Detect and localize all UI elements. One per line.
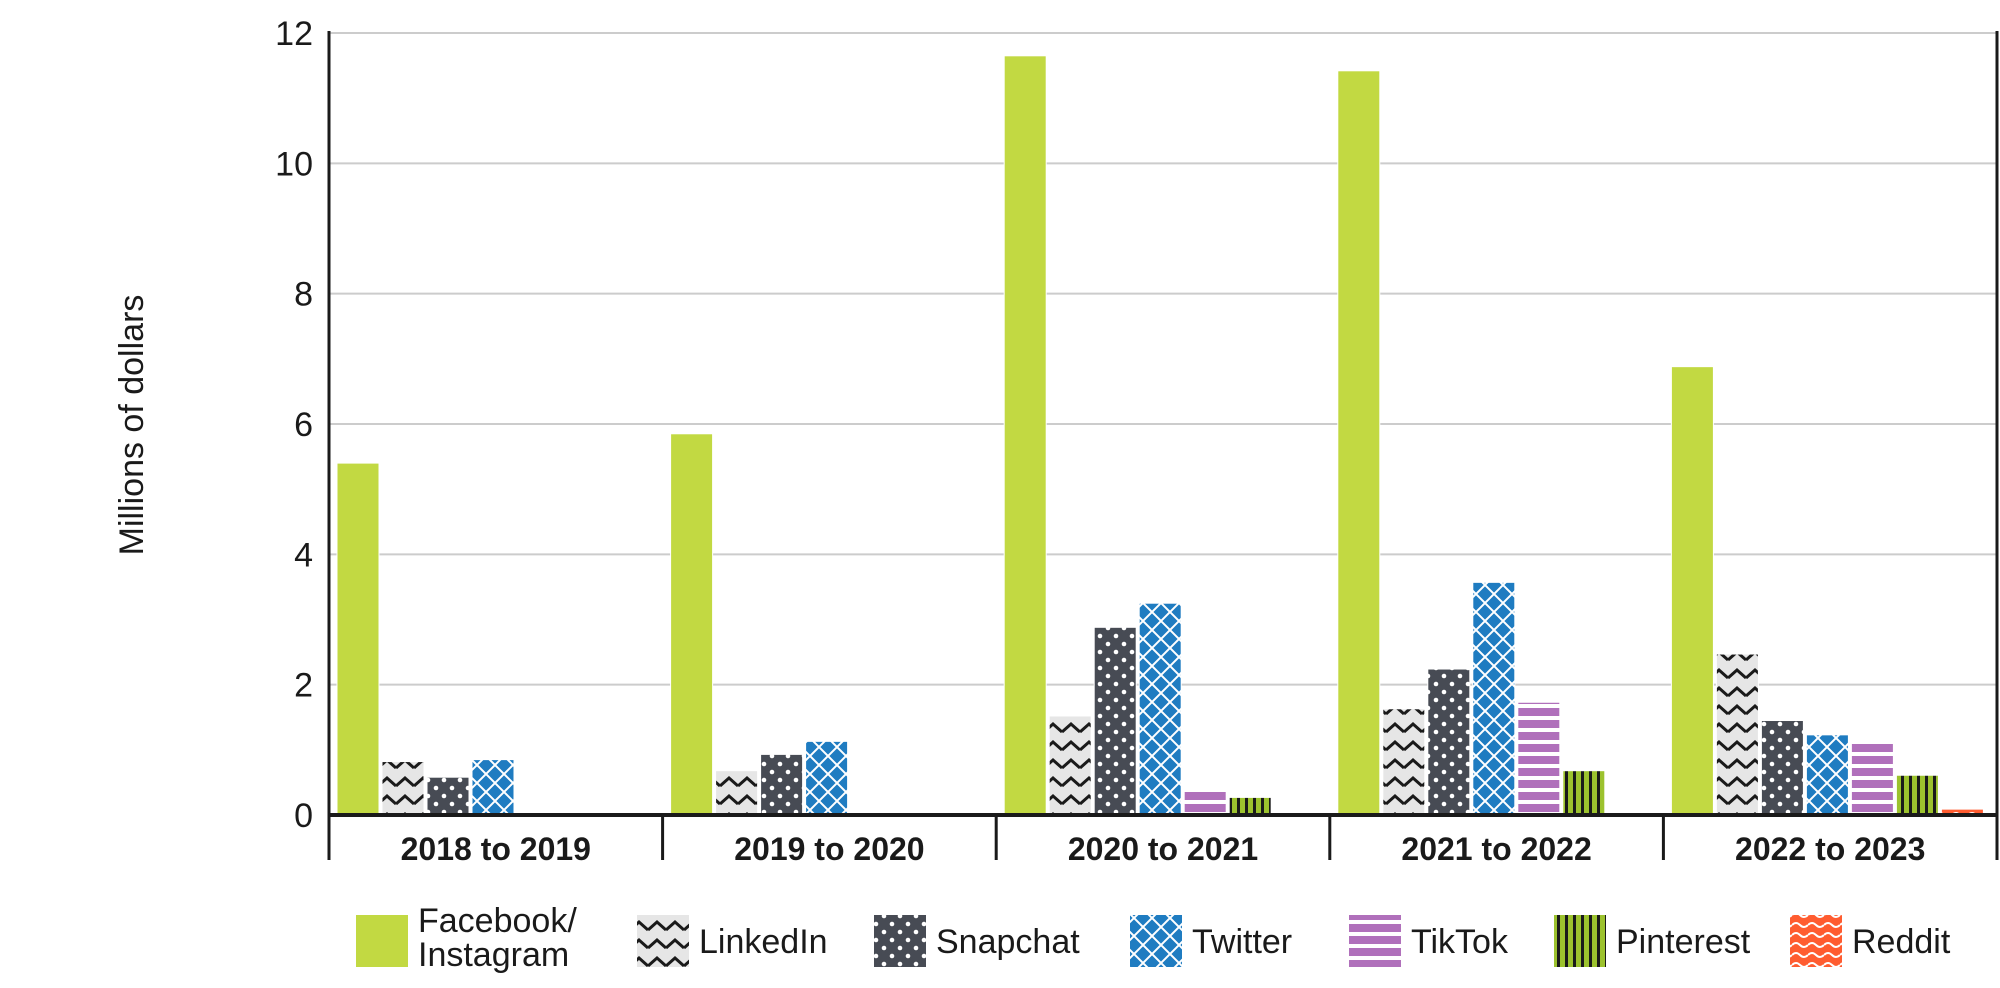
bar-twitter-2 [805,740,849,816]
legend-label: Instagram [418,936,569,974]
legend-label: TikTok [1411,923,1509,961]
legend-item-linkedin: LinkedIn [637,915,828,967]
x-tick-label: 2019 to 2020 [734,831,924,867]
bar-snapchat-1 [426,776,470,816]
bar-snapchat-3 [1093,626,1137,816]
x-tick-label: 2021 to 2022 [1401,831,1591,867]
legend-item-pinterest: Pinterest [1554,915,1751,967]
legend-label: Snapchat [936,923,1080,961]
bar-tiktok-4 [1517,701,1561,816]
legend-item-facebook: Facebook/Instagram [356,902,577,974]
legend-label: Twitter [1192,923,1292,961]
bars [336,55,1984,816]
bar-facebook-4 [1337,70,1381,816]
bar-snapchat-4 [1427,668,1471,816]
y-tick-label: 2 [294,667,313,705]
x-tick-label: 2020 to 2021 [1068,831,1258,867]
legend-item-reddit: Reddit [1790,915,1951,967]
legend-swatch [1349,915,1401,967]
legend-swatch [1130,915,1182,967]
legend-label: Pinterest [1616,923,1751,961]
legend-label: Facebook/ [418,902,577,940]
bar-pinterest-4 [1562,770,1606,816]
bar-tiktok-3 [1183,789,1227,816]
bar-pinterest-5 [1895,774,1939,816]
gridlines [329,32,1997,686]
x-axis: 2018 to 2019 2019 to 2020 2020 to 2021 2021… [327,813,1999,867]
bar-linkedin-4 [1382,708,1426,816]
legend-swatch [874,915,926,967]
y-tick-label: 10 [275,145,313,183]
bar-facebook-5 [1670,366,1714,816]
legend-item-snapchat: Snapchat [874,915,1080,967]
y-axis-label: Millions of dollars [113,295,151,556]
bar-linkedin-1 [381,761,425,816]
bar-tiktok-5 [1850,740,1894,816]
y-tick-label: 12 [275,15,313,53]
bar-linkedin-5 [1715,653,1759,816]
legend-swatch [637,915,689,967]
y-tick-label: 4 [294,536,313,574]
y-axis: 0 2 4 6 8 10 12 [275,15,1999,835]
legend-item-tiktok: TikTok [1349,915,1509,967]
bar-twitter-5 [1805,734,1849,816]
bar-snapchat-2 [760,753,804,816]
bar-facebook-1 [336,462,380,816]
y-tick-label: 8 [294,276,313,314]
x-tick-label: 2018 to 2019 [401,831,591,867]
legend-swatch [356,915,408,967]
bar-facebook-3 [1003,55,1047,816]
y-tick-label: 6 [294,406,313,444]
bar-linkedin-3 [1048,715,1092,816]
bar-twitter-4 [1472,581,1516,816]
legend: Facebook/Instagram LinkedIn Snapchat Twitte… [356,902,1951,974]
legend-label: LinkedIn [699,923,828,961]
bar-pinterest-3 [1228,796,1272,816]
bar-twitter-1 [471,759,515,816]
bar-facebook-2 [670,433,714,816]
y-tick-label: 0 [294,797,313,835]
bar-twitter-3 [1138,602,1182,816]
bar-snapchat-5 [1760,720,1804,816]
legend-swatch [1554,915,1606,967]
legend-label: Reddit [1852,923,1951,961]
legend-item-twitter: Twitter [1130,915,1292,967]
x-tick-label: 2022 to 2023 [1735,831,1925,867]
bar-linkedin-2 [715,770,759,816]
legend-swatch [1790,915,1842,967]
